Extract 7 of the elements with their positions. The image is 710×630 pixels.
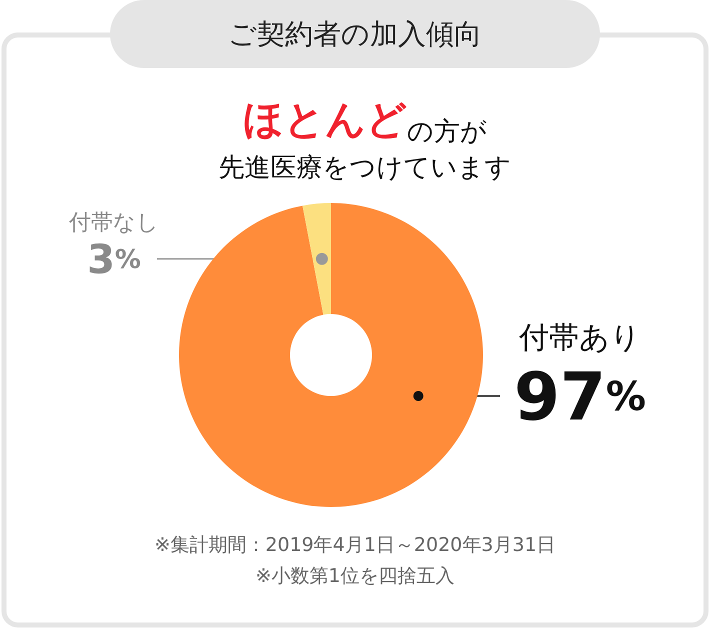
text: ※集計期間：2019年4月1日～2020年3月31日 xyxy=(154,534,556,556)
slice-label: 付帯なし xyxy=(68,210,159,236)
data-label: 97% xyxy=(514,358,646,436)
slice-label: 付帯あり xyxy=(518,320,641,356)
text: ※小数第1位を四捨五入 xyxy=(255,565,455,587)
data-label: 3% xyxy=(87,236,141,283)
chart-title: ご契約者の加入傾向 xyxy=(228,18,482,50)
